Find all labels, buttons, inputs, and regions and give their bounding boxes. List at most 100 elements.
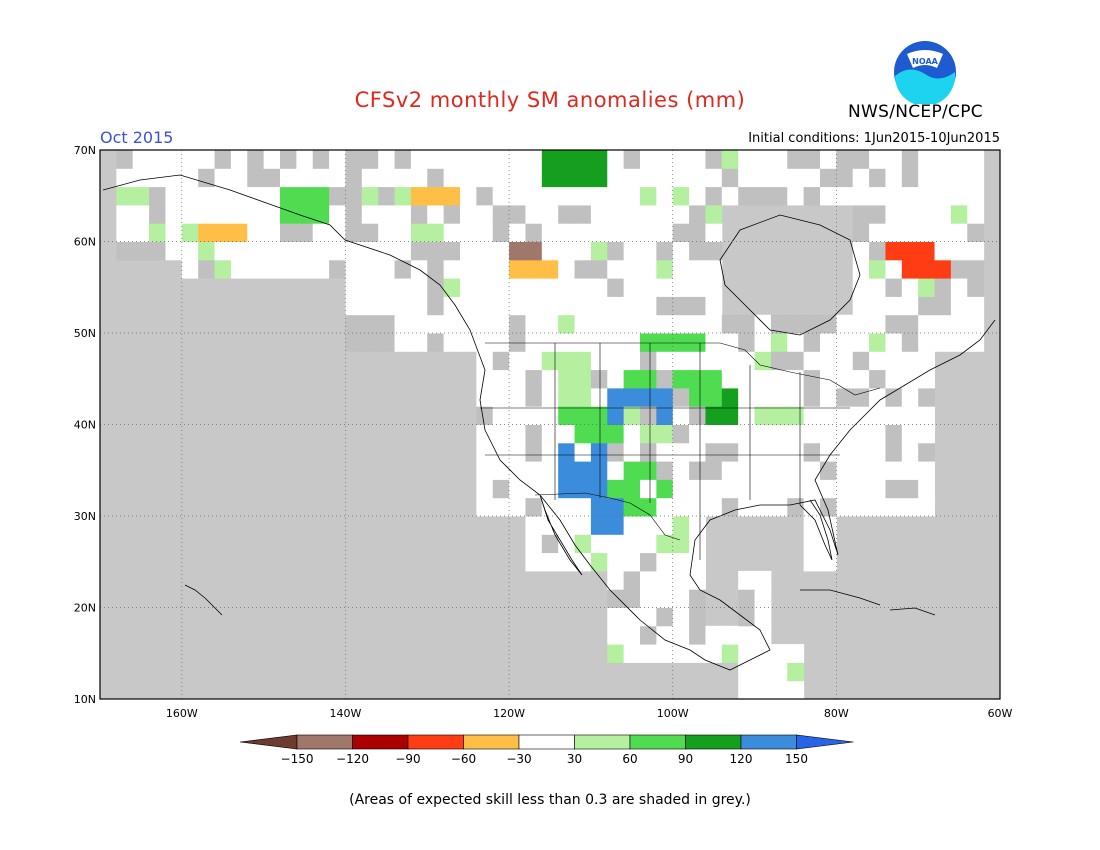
grid-cell — [656, 333, 674, 352]
grid-cell — [509, 241, 526, 261]
grid-cell — [754, 589, 772, 608]
grid-cell — [820, 387, 837, 407]
grid-cell — [558, 461, 576, 480]
grid-cell — [394, 314, 412, 334]
grid-cell — [525, 387, 543, 407]
grid-cell — [852, 461, 870, 480]
grid-cell — [869, 314, 886, 334]
lat-tick-label: 30N — [74, 510, 96, 523]
grid-cell — [476, 442, 494, 462]
grid-cell — [672, 241, 690, 261]
grid-cell — [689, 186, 706, 206]
grid-cell — [803, 406, 821, 425]
grid-cells — [116, 150, 985, 700]
grid-cell — [607, 406, 625, 425]
grid-cell — [672, 204, 690, 224]
grid-cell — [836, 351, 854, 371]
lon-tick-label: 160W — [166, 707, 198, 720]
forecast-period: Oct 2015 — [100, 128, 174, 147]
grid-cell — [950, 296, 968, 316]
grid-cell — [656, 406, 674, 425]
grid-cell — [689, 204, 706, 224]
grid-cell — [705, 296, 723, 316]
grid-cell — [640, 333, 657, 352]
grid-cell — [361, 333, 379, 352]
grid-cell — [770, 442, 788, 462]
grid-cell — [476, 314, 494, 334]
grid-cell — [525, 552, 543, 572]
grid-cell — [852, 259, 870, 279]
grid-cell — [427, 186, 445, 206]
grid-cell — [901, 387, 919, 407]
grid-cell — [869, 424, 886, 444]
grid-cell — [214, 223, 232, 242]
grid-cell — [590, 333, 608, 352]
grid-cell — [230, 223, 248, 242]
grid-cell — [918, 387, 936, 407]
grid-cell — [460, 168, 477, 188]
grid-cell — [770, 333, 788, 352]
grid-cell — [443, 296, 461, 316]
grid-cell — [869, 259, 886, 279]
grid-cell — [967, 150, 985, 169]
grid-cell — [132, 204, 150, 224]
grid-cell — [476, 186, 494, 206]
grid-cell — [492, 296, 510, 316]
grid-cell — [705, 497, 723, 517]
grid-cell — [967, 314, 985, 334]
grid-cell — [541, 461, 559, 480]
grid-cell — [950, 333, 968, 352]
grid-cell — [738, 168, 756, 188]
grid-cell — [329, 186, 346, 206]
grid-cell — [754, 150, 772, 169]
grid-cell — [329, 204, 346, 224]
grid-cell — [558, 534, 576, 554]
svg-text:NOAA: NOAA — [912, 57, 938, 66]
grid-cell — [901, 168, 919, 188]
grid-cell — [280, 241, 297, 261]
grid-cell — [427, 223, 445, 242]
grid-cell — [967, 296, 985, 316]
grid-cell — [918, 497, 936, 517]
grid-cell — [656, 516, 674, 535]
colorbar-segment — [629, 734, 686, 750]
grid-cell — [198, 259, 216, 279]
grid-cell — [312, 204, 330, 224]
grid-cell — [901, 186, 919, 206]
grid-cell — [869, 406, 886, 425]
grid-cell — [165, 204, 183, 224]
grid-cell — [950, 241, 968, 261]
grid-cell — [525, 516, 543, 535]
grid-cell — [754, 168, 772, 188]
grid-cell — [640, 204, 657, 224]
grid-cell — [378, 150, 396, 169]
grid-cell — [820, 150, 837, 169]
grid-cell — [509, 278, 526, 297]
grid-cell — [541, 369, 559, 389]
grid-cell — [705, 204, 723, 224]
grid-cell — [672, 644, 690, 663]
grid-cell — [574, 516, 592, 535]
grid-cell — [738, 442, 756, 462]
grid-cell — [918, 150, 936, 169]
grid-cell — [901, 259, 919, 279]
grid-cell — [378, 259, 396, 279]
grid-cell — [770, 680, 788, 700]
grid-cell — [149, 186, 166, 206]
grid-cell — [656, 497, 674, 517]
grid-cell — [410, 150, 428, 169]
grid-cell — [623, 625, 641, 645]
grid-cell — [541, 278, 559, 297]
grid-cell — [738, 424, 756, 444]
grid-cell — [770, 369, 788, 389]
grid-cell — [705, 479, 723, 499]
grid-cell — [656, 278, 674, 297]
grid-cell — [361, 168, 379, 188]
grid-cell — [181, 259, 199, 279]
grid-cell — [558, 150, 576, 169]
grid-cell — [918, 241, 936, 261]
grid-cell — [885, 369, 903, 389]
grid-cell — [590, 150, 608, 169]
grid-cell — [705, 387, 723, 407]
grid-cell — [181, 241, 199, 261]
